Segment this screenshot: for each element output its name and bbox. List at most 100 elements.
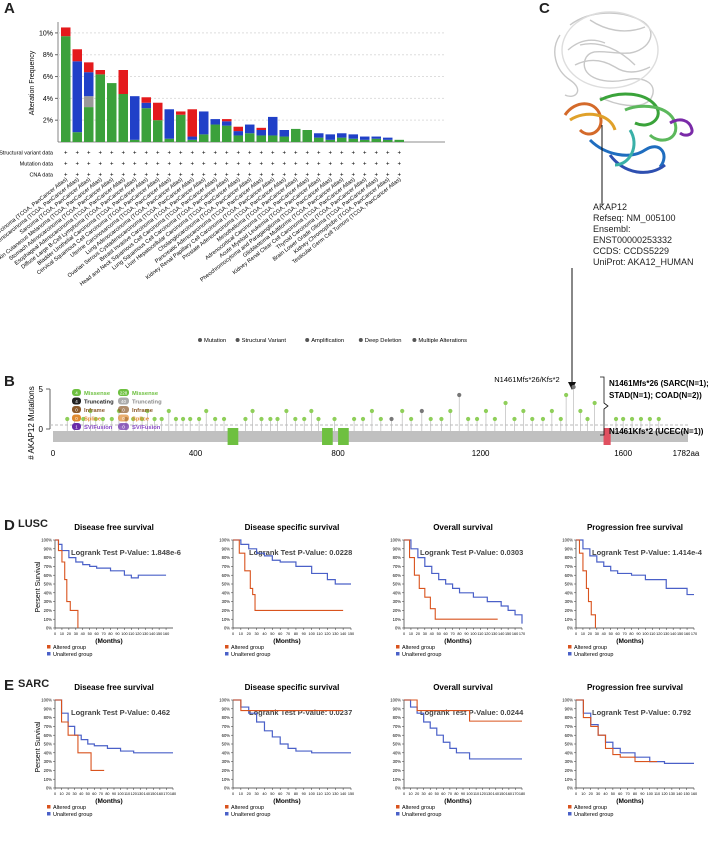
a-row-plus: + — [213, 151, 217, 157]
km-ytick-label: 90% — [44, 706, 53, 711]
km-xtick-label: 70 — [286, 792, 290, 796]
km-unaltered-curve — [233, 539, 351, 585]
protein-structure-gray — [554, 11, 659, 107]
b-lollipop-head — [93, 416, 98, 422]
km-xtick-label: 70 — [450, 632, 454, 636]
km-xtick-label: 70 — [448, 792, 452, 796]
km-ytick-label: 50% — [393, 742, 402, 747]
a-row-plus: + — [133, 173, 137, 179]
b-legend-count: 228 — [120, 391, 128, 396]
a-row-plus: + — [340, 162, 344, 168]
km-xtick-label: 20 — [589, 792, 593, 796]
km-title: Overall survival — [433, 683, 493, 692]
km-xtick-label: 120 — [479, 792, 485, 796]
b-lollipop-head — [309, 408, 314, 414]
panel-e-cancer: SARC — [18, 678, 50, 690]
a-bar-segment — [371, 138, 381, 142]
km-ytick-label: 60% — [222, 573, 231, 578]
km-xtick-label: 20 — [67, 632, 71, 636]
km-xtick-label: 60 — [616, 632, 620, 636]
b-lollipop-head — [316, 416, 321, 422]
a-row-plus: + — [190, 173, 194, 179]
km-ytick-label: 20% — [44, 608, 53, 613]
a-row-plus: + — [294, 151, 298, 157]
a-row-plus: + — [144, 162, 148, 168]
a-row-plus: + — [87, 173, 91, 179]
km-xtick-label: 80 — [454, 792, 458, 796]
a-bar-segment — [61, 36, 71, 142]
panel-letter-d: D — [4, 517, 15, 534]
b-lollipop-head — [409, 416, 414, 422]
km-title: Disease specific survival — [245, 523, 340, 532]
a-row-plus: + — [294, 173, 298, 179]
km-xlabel: (Months) — [616, 798, 643, 805]
b-lollipop-head — [466, 416, 471, 422]
km-altered-curve — [55, 699, 105, 771]
b-ytick-label: 5 — [39, 385, 44, 394]
b-lollipop-head — [378, 416, 383, 422]
a-row-plus: + — [236, 173, 240, 179]
b-lollipop-head — [503, 400, 508, 406]
km-xtick-label: 10 — [409, 632, 413, 636]
a-row-plus: + — [282, 151, 286, 157]
b-legend-count: 0 — [122, 416, 125, 421]
km-ytick-label: 30% — [565, 759, 574, 764]
km-ytick-label: 100% — [41, 538, 52, 543]
a-row-plus: + — [328, 162, 332, 168]
a-row-plus: + — [156, 151, 160, 157]
b-protein-domain — [603, 428, 611, 445]
b-lollipop-head — [629, 416, 635, 422]
a-bar-segment — [210, 119, 220, 125]
km-legend-unaltered: Unaltered group — [231, 812, 270, 818]
km-pvalue: Logrank Test P-Value: 1.848e-6 — [71, 548, 181, 557]
km-ytick-label: 80% — [222, 715, 231, 720]
b-lollipop-head — [419, 408, 424, 414]
km-xtick-label: 0 — [54, 792, 56, 796]
km-xtick-label: 170 — [163, 792, 169, 796]
km-legend-altered-swatch — [568, 805, 572, 809]
km-ytick-label: 20% — [565, 768, 574, 773]
a-bar-segment — [222, 121, 232, 126]
km-xtick-label: 110 — [477, 632, 483, 636]
a-bar-segment — [199, 134, 209, 142]
km-ytick-label: 40% — [565, 750, 574, 755]
km-xtick-label: 50 — [270, 632, 274, 636]
km-ytick-label: 10% — [44, 777, 53, 782]
km-unaltered-curve — [233, 699, 351, 754]
km-xtick-label: 0 — [403, 792, 405, 796]
a-row-plus: + — [328, 151, 332, 157]
km-ytick-label: 70% — [393, 724, 402, 729]
km-altered-curve — [576, 539, 596, 628]
km-xtick-label: 90 — [464, 632, 468, 636]
a-row-plus: + — [397, 151, 401, 157]
km-title: Disease free survival — [74, 683, 154, 692]
km-xtick-label: 120 — [135, 632, 141, 636]
km-xtick-label: 110 — [124, 792, 130, 796]
b-xtick-label: 1200 — [472, 449, 490, 458]
km-altered-curve — [233, 539, 344, 611]
km-legend-unaltered-swatch — [225, 812, 229, 816]
km-title: Progression free survival — [587, 523, 683, 532]
km-xtick-label: 20 — [247, 632, 251, 636]
km-legend-unaltered: Unaltered group — [574, 812, 613, 818]
a-bar-segment — [84, 107, 94, 142]
a-bar-segment — [371, 136, 381, 139]
km-xtick-label: 30 — [423, 632, 427, 636]
km-xtick-label: 50 — [270, 792, 274, 796]
km-ytick-label: 30% — [393, 759, 402, 764]
protein-name: AKAP12 — [593, 202, 628, 212]
km-xtick-label: 60 — [278, 792, 282, 796]
km-xtick-label: 20 — [415, 792, 419, 796]
a-bar-segment — [337, 137, 347, 142]
km-xtick-label: 130 — [491, 632, 497, 636]
km-ytick-label: 40% — [222, 750, 231, 755]
km-xtick-label: 10 — [581, 632, 585, 636]
km-legend-unaltered: Unaltered group — [231, 652, 270, 658]
km-legend-unaltered-swatch — [568, 652, 572, 656]
km-xtick-label: 80 — [294, 792, 298, 796]
b-lollipop-head — [448, 408, 453, 414]
km-ytick-label: 100% — [562, 698, 573, 703]
km-ytick-label: 0% — [395, 786, 401, 791]
protein-ccds: CCDS: CCDS5229 — [593, 246, 670, 256]
a-row-plus: + — [225, 162, 229, 168]
